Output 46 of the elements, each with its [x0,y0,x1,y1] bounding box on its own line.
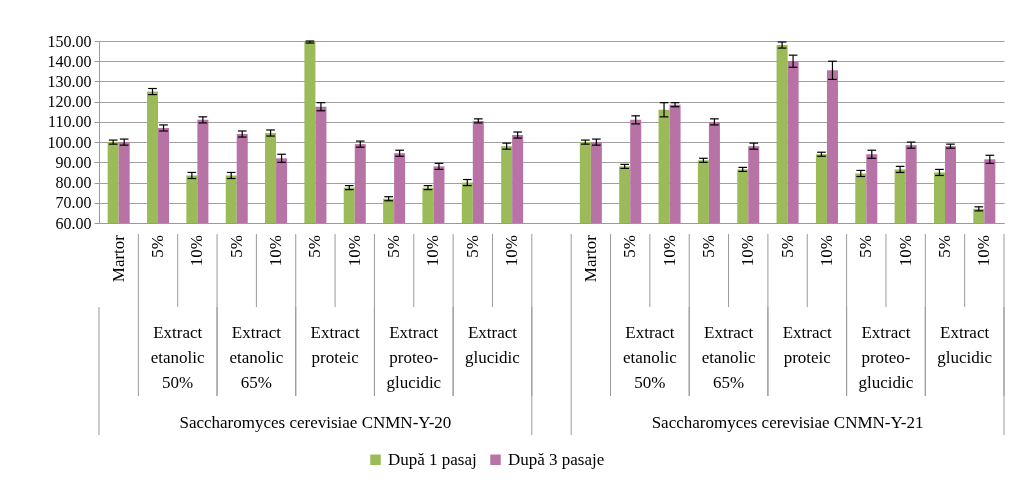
legend-label: După 1 pasaj [388,449,477,469]
y-tick-label: 80.00 [55,174,92,192]
y-tick-label: 130.00 [47,72,92,90]
x-tick-label: 5% [384,235,404,258]
text: Saccharomyces cerevisiae CNMN-Y-21 [651,413,924,432]
x-tick-label: 10% [502,235,522,267]
text: Extract proteic [782,323,833,367]
y-tick-label: 90.00 [55,153,92,171]
text: Extract glucidic [465,323,521,367]
x-tick-label: 5% [620,235,640,258]
x-tick-label: 5% [856,235,876,258]
x-tick-label: 10% [895,235,915,267]
text: Extract etanolic 65% [701,323,756,392]
x-tick-label: 5% [462,235,482,258]
x-tick-label: 10% [187,235,207,267]
x-tick-label: 5% [226,235,246,258]
x-tick-label: 10% [659,235,679,267]
x-tick-label: 5% [934,235,954,258]
y-tick-label: 100.00 [47,133,92,151]
x-tick-label: 10% [816,235,836,267]
x-tick-label: 10% [344,235,364,267]
y-tick-label: 140.00 [47,52,92,70]
x-tick-label: 5% [698,235,718,258]
x-tick-label: 10% [738,235,758,267]
x-tick-label: 5% [777,235,797,258]
x-tick-label: 10% [423,235,443,267]
legend-label: După 3 pasaje [508,449,605,469]
text: Extract proteo-glucidic [858,323,914,392]
text: Extract proteo-glucidic [386,323,442,392]
text: Extract glucidic [937,323,993,367]
y-tick-label: 70.00 [55,194,92,212]
y-tick-label: 150.00 [47,32,92,50]
x-tick-label: 10% [266,235,286,267]
y-tick-label: 60.00 [55,214,92,232]
text: Extract proteic [310,323,360,367]
text: Extract etanolic 50% [622,323,678,392]
text: Saccharomyces cerevisiae CNMN-Y-20 [179,413,452,432]
x-tick-label: Martor [108,234,128,283]
x-tick-label: 5% [305,235,325,258]
text: Extract etanolic 65% [229,323,284,392]
text: Extract etanolic 50% [150,323,206,392]
x-tick-label: 10% [974,235,994,267]
y-tick-label: 110.00 [48,113,92,131]
x-tick-label: Martor [580,234,600,283]
y-tick-label: 120.00 [47,93,92,111]
x-tick-label: 5% [148,235,168,258]
